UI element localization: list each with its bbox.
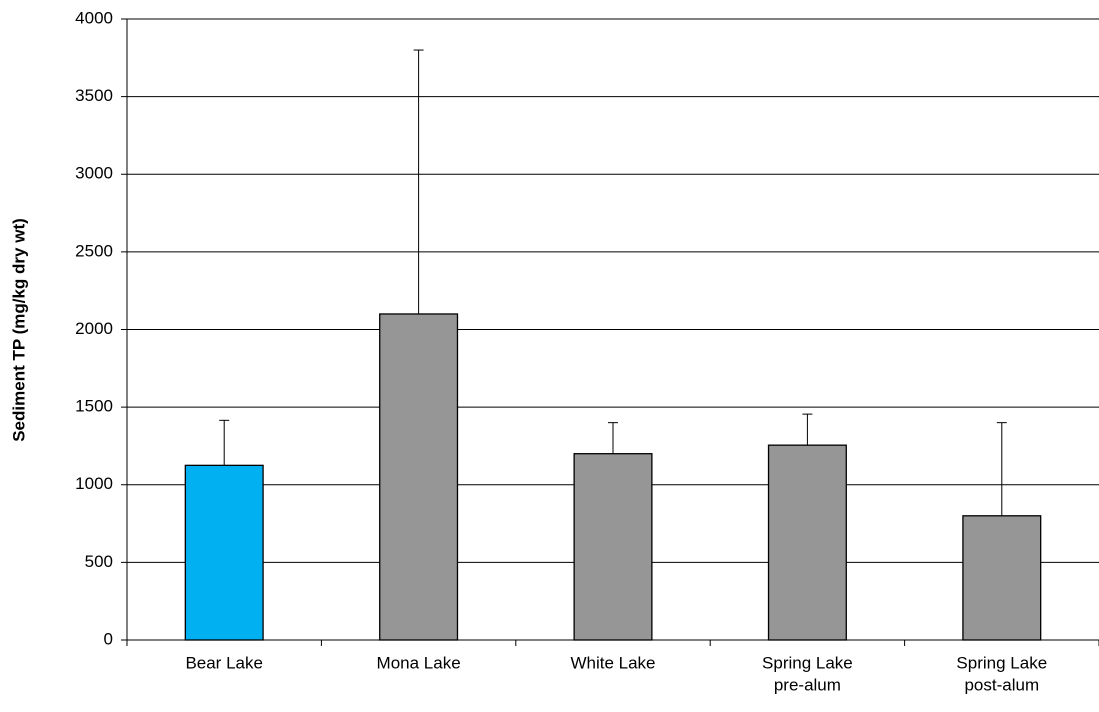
y-axis-label: Sediment TP (mg/kg dry wt) bbox=[9, 218, 28, 442]
x-tick-label: Bear Lake bbox=[185, 653, 263, 672]
bar bbox=[184, 464, 264, 641]
y-tick-label: 4000 bbox=[75, 8, 113, 27]
x-tick-label: Mona Lake bbox=[377, 653, 461, 672]
bar bbox=[379, 313, 459, 641]
bar bbox=[573, 453, 653, 641]
y-tick-label: 0 bbox=[104, 629, 113, 648]
y-tick-label: 2500 bbox=[75, 241, 113, 260]
y-tick-label: 2000 bbox=[75, 319, 113, 338]
bar bbox=[962, 515, 1042, 641]
x-tick-label: pre-alum bbox=[774, 675, 841, 694]
bar bbox=[767, 444, 847, 641]
y-tick-label: 3000 bbox=[75, 164, 113, 183]
y-tick-label: 1000 bbox=[75, 474, 113, 493]
x-tick-label: post-alum bbox=[964, 675, 1039, 694]
x-tick-label: White Lake bbox=[570, 653, 655, 672]
x-tick-label: Spring Lake bbox=[956, 653, 1047, 672]
x-tick-label: Spring Lake bbox=[762, 653, 853, 672]
y-tick-label: 1500 bbox=[75, 397, 113, 416]
y-tick-label: 500 bbox=[85, 552, 113, 571]
y-tick-label: 3500 bbox=[75, 86, 113, 105]
